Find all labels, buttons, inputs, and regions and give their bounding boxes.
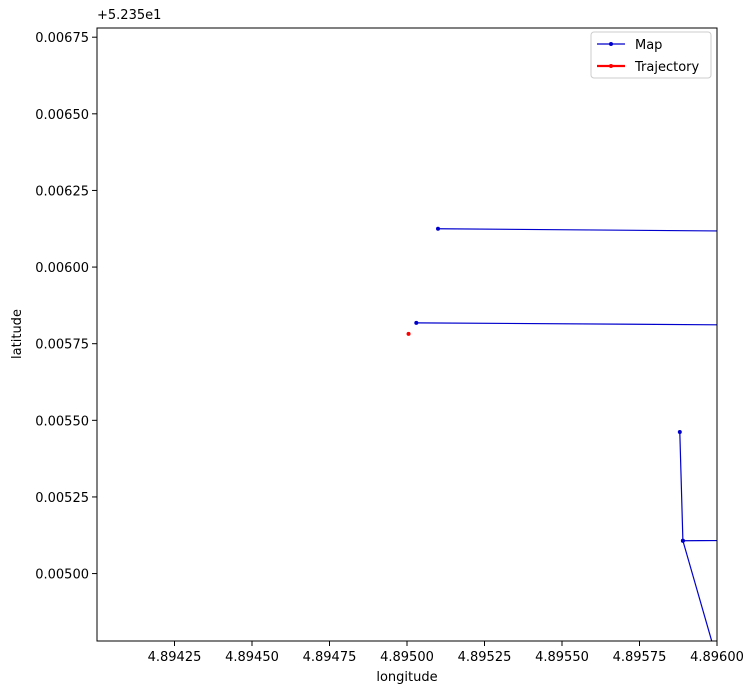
y-axis-label: latitude (10, 309, 25, 359)
legend: Map Trajectory (590, 31, 712, 79)
x-tick-label: 4.89425 (148, 650, 202, 665)
x-axis: 4.89425 4.89450 4.89475 4.89500 4.89525 4.895… (148, 641, 744, 665)
map-point (680, 538, 685, 543)
x-tick-label: 4.89575 (613, 650, 667, 665)
x-tick-label: 4.89600 (690, 650, 744, 665)
legend-marker-map (609, 42, 613, 46)
x-tick-label: 4.89450 (225, 650, 279, 665)
y-tick-label: 0.00550 (35, 414, 89, 429)
x-axis-label: longitude (376, 670, 437, 685)
x-tick-label: 4.89550 (535, 650, 589, 665)
y-tick-label: 0.00625 (35, 184, 89, 199)
y-tick-label: 0.00650 (35, 108, 89, 123)
map-point (414, 320, 419, 325)
map-point (436, 226, 440, 231)
y-tick-label: 0.00600 (35, 261, 89, 276)
legend-marker-trajectory (609, 64, 613, 68)
map-line (437, 228, 717, 232)
legend-label-trajectory: Trajectory (634, 60, 699, 75)
map-point (677, 429, 682, 434)
x-tick-label: 4.89475 (303, 650, 357, 665)
axis-offset-label: +5.235e1 (97, 8, 161, 23)
map-line (416, 322, 717, 326)
map-line (682, 540, 713, 641)
x-tick-label: 4.89500 (380, 650, 434, 665)
series-layer (406, 226, 717, 641)
y-tick-label: 0.00675 (35, 31, 89, 46)
y-tick-label: 0.00525 (35, 491, 89, 506)
y-tick-label: 0.00575 (35, 338, 89, 353)
y-tick-label: 0.00500 (35, 568, 89, 583)
trajectory-point (406, 331, 411, 336)
legend-label-map: Map (635, 38, 662, 53)
x-tick-label: 4.89525 (458, 650, 512, 665)
y-axis: 0.00500 0.00525 0.00550 0.00575 0.00600 0.006… (35, 31, 97, 583)
